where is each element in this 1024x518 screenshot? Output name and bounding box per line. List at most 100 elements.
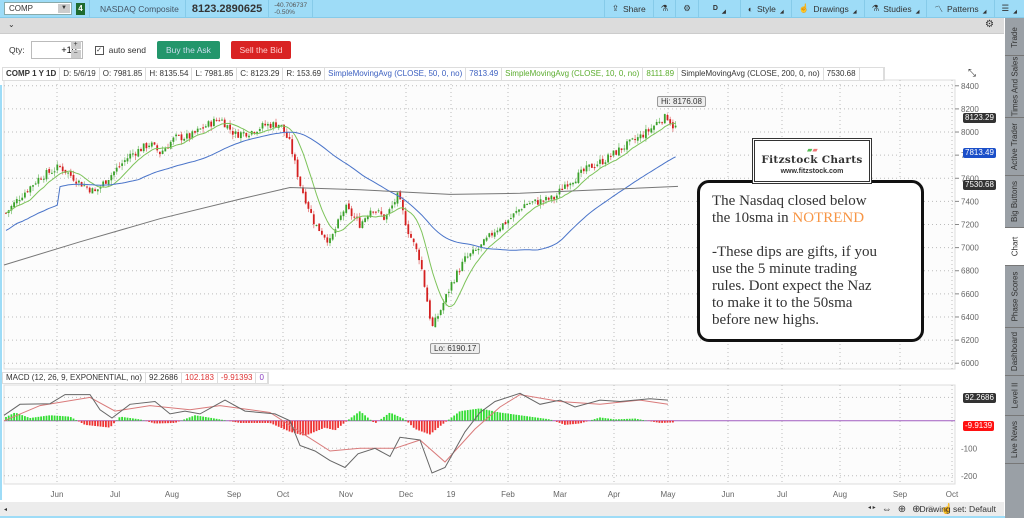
style-button[interactable]: ◐ Style ◢: [739, 0, 791, 18]
menu-button[interactable]: ☰ ◢: [993, 0, 1024, 18]
macd-diff-label: -9.9139: [963, 421, 995, 431]
link-group-badge[interactable]: 4: [76, 2, 85, 15]
svg-text:7600: 7600: [961, 174, 979, 183]
svg-text:-200: -200: [961, 472, 978, 481]
share-button[interactable]: ⇪ Share: [603, 0, 653, 18]
svg-text:6400: 6400: [961, 313, 979, 322]
svg-text:Jun: Jun: [722, 490, 735, 499]
drawing-set-selector[interactable]: Drawing set: Default: [919, 504, 996, 514]
svg-text:Dec: Dec: [399, 490, 413, 499]
svg-text:-100: -100: [961, 444, 978, 453]
flask-button[interactable]: ⚗: [652, 0, 676, 18]
svg-text:8400: 8400: [961, 82, 979, 91]
order-entry-bar: Qty: + − ✓ auto send Buy the Ask Sell th…: [0, 34, 1004, 66]
auto-send-checkbox[interactable]: ✓: [94, 45, 104, 55]
symbol-selector[interactable]: COMP ▼: [4, 2, 72, 15]
tab-trade[interactable]: Trade: [1005, 20, 1024, 56]
tab-active-trader[interactable]: Active Trader: [1005, 118, 1024, 176]
macd-header: MACD (12, 26, 9, EXPONENTIAL, no) 92.268…: [2, 372, 269, 384]
tab-big-buttons[interactable]: Big Buttons: [1005, 176, 1024, 228]
share-icon: ⇪: [611, 3, 619, 13]
sma50-label[interactable]: SimpleMovingAvg (CLOSE, 50, 0, no): [325, 68, 467, 80]
qty-stepper[interactable]: + −: [70, 41, 81, 59]
company-name: NASDAQ Composite: [100, 3, 179, 14]
tab-times-and-sales[interactable]: Times And Sales: [1005, 56, 1024, 118]
notrend-highlight: NOTREND: [792, 210, 865, 226]
svg-text:Jul: Jul: [777, 490, 787, 499]
pan-icon[interactable]: ⇔: [881, 503, 892, 515]
chevron-down-icon[interactable]: ▼: [58, 4, 70, 13]
svg-text:7400: 7400: [961, 197, 979, 206]
hand-icon[interactable]: ☝: [940, 503, 954, 515]
svg-text:Sep: Sep: [227, 490, 242, 499]
aggregation-button[interactable]: D ◢: [697, 0, 740, 18]
collapse-bar: ⌄ ⚙: [0, 18, 1004, 34]
plus-icon[interactable]: +: [70, 41, 81, 49]
price-change: -40.706737 -0.50%: [274, 1, 308, 16]
sell-the-bid-button[interactable]: Sell the Bid: [230, 41, 291, 59]
qty-label: Qty:: [9, 45, 25, 55]
expand-icon[interactable]: ⤡: [968, 68, 976, 79]
annotation-note: The Nasdaq closed below the 10sma in NOT…: [697, 180, 924, 342]
gear-icon: ⚙: [683, 3, 691, 13]
svg-text:Mar: Mar: [553, 490, 567, 499]
chevron-down-icon[interactable]: ⌄: [8, 20, 15, 29]
tab-chart[interactable]: Chart: [1005, 228, 1024, 266]
svg-text:Oct: Oct: [277, 490, 290, 499]
svg-text:Nov: Nov: [339, 490, 353, 499]
svg-text:Jun: Jun: [51, 490, 64, 499]
svg-text:Aug: Aug: [833, 490, 847, 499]
top-toolbar: COMP ▼ 4 NASDAQ Composite 8123.2890625 -…: [0, 0, 1024, 18]
drawings-button[interactable]: ☝ Drawings ◢: [790, 0, 864, 18]
buy-the-ask-button[interactable]: Buy the Ask: [156, 41, 220, 59]
svg-text:6800: 6800: [961, 267, 979, 276]
svg-text:6200: 6200: [961, 336, 979, 345]
scroll-arrows-icon[interactable]: ◂ ▸: [868, 504, 876, 511]
flask-icon: ⚗: [660, 3, 669, 13]
corner-arrow-icon: ◢: [721, 8, 726, 15]
qty-input[interactable]: [30, 41, 83, 59]
study-header: COMP 1 Y 1D D: 5/6/19 O: 7981.85 H: 8135…: [2, 67, 885, 81]
flask-icon: ⚗: [871, 3, 880, 13]
svg-text:Sep: Sep: [893, 490, 908, 499]
macd-label[interactable]: MACD (12, 26, 9, EXPONENTIAL, no): [3, 373, 147, 383]
svg-text:8000: 8000: [961, 128, 979, 137]
sma50-price-label: 7813.49: [963, 148, 996, 158]
sma200-price-label: 7530.68: [963, 180, 996, 190]
svg-text:May: May: [660, 490, 675, 499]
minus-icon[interactable]: −: [70, 50, 81, 58]
hi-label: Hi: 8176.08: [657, 96, 706, 107]
crosshair-icon[interactable]: ⊕: [897, 503, 907, 515]
tab-live-news[interactable]: Live News: [1005, 416, 1024, 464]
tab-phase-scores[interactable]: Phase Scores: [1005, 266, 1024, 328]
settings-button[interactable]: ⚙: [675, 0, 698, 18]
svg-text:Aug: Aug: [165, 490, 179, 499]
patterns-button[interactable]: 〽 Patterns ◢: [926, 0, 993, 18]
studies-button[interactable]: ⚗ Studies ◢: [863, 0, 927, 18]
lo-label: Lo: 6190.17: [430, 343, 481, 354]
sma10-label[interactable]: SimpleMovingAvg (CLOSE, 10, 0, no): [502, 68, 644, 80]
svg-text:7000: 7000: [961, 244, 979, 253]
right-sidebar-tabs: Trade Times And Sales Active Trader Big But…: [1005, 18, 1024, 518]
svg-text:6000: 6000: [961, 359, 979, 368]
tab-level-ii[interactable]: Level II: [1005, 376, 1024, 416]
zoom-in-icon[interactable]: ⊕: [912, 503, 921, 515]
svg-text:19: 19: [447, 490, 456, 499]
hand-icon: ☝: [798, 3, 810, 13]
chart-tools: ◂ ▸ ⇔ ⊕ ⊕ ⊖ ☝: [868, 504, 953, 515]
flags-icon: ▰▰: [807, 147, 818, 154]
tab-dashboard[interactable]: Dashboard: [1005, 328, 1024, 376]
bottom-bar: ◂ ◂ ▸ ⇔ ⊕ ⊕ ⊖ ☝ Drawing set: Default: [0, 502, 1004, 516]
menu-icon: ☰: [1001, 3, 1010, 13]
svg-text:8200: 8200: [961, 105, 979, 114]
sma200-label[interactable]: SimpleMovingAvg (CLOSE, 200, 0, no): [678, 68, 824, 80]
gear-icon[interactable]: ⚙: [985, 19, 994, 30]
scroll-left-icon[interactable]: ◂: [4, 506, 8, 513]
zoom-out-icon[interactable]: ⊖: [926, 503, 935, 515]
svg-text:7200: 7200: [961, 221, 979, 230]
close-price-label: 8123.29: [963, 113, 996, 123]
auto-send-label: auto send: [108, 45, 146, 55]
patterns-icon: 〽: [934, 3, 943, 14]
svg-text:Feb: Feb: [501, 490, 515, 499]
symbol-value: COMP: [9, 4, 33, 13]
